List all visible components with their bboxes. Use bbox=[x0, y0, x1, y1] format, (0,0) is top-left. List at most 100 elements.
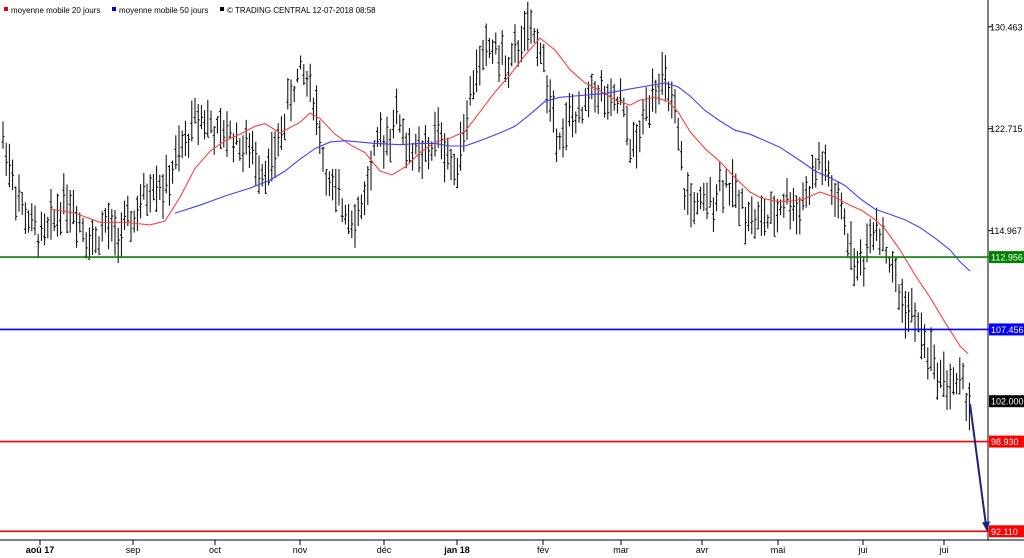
ohlc-bar bbox=[215, 116, 219, 134]
ohlc-bar bbox=[4, 142, 8, 176]
ohlc-bar bbox=[942, 351, 946, 398]
ohlc-bar bbox=[388, 128, 392, 163]
legend-label: © TRADING CENTRAL 12-07-2018 08:58 bbox=[227, 6, 376, 15]
ohlc-bar bbox=[891, 251, 895, 283]
ohlc-bar bbox=[551, 90, 555, 133]
ohlc-bar bbox=[446, 137, 450, 170]
ohlc-bar bbox=[273, 131, 277, 179]
ohlc-bar bbox=[711, 197, 715, 232]
ohlc-bar bbox=[100, 211, 104, 242]
ohlc-bar bbox=[231, 133, 235, 163]
ohlc-bar bbox=[484, 23, 488, 67]
ohlc-bar bbox=[686, 172, 690, 215]
ohlc-bar bbox=[478, 45, 482, 86]
ohlc-bar bbox=[894, 257, 898, 293]
ohlc-bar bbox=[955, 373, 959, 395]
ohlc-bar bbox=[379, 112, 383, 147]
ohlc-bar bbox=[779, 199, 783, 216]
ohlc-bar bbox=[139, 184, 143, 219]
ohlc-bar bbox=[11, 159, 15, 191]
ohlc-bar bbox=[404, 132, 408, 169]
ohlc-bar bbox=[731, 159, 735, 208]
ohlc-bar bbox=[683, 188, 687, 210]
ohlc-bar bbox=[785, 178, 789, 205]
ohlc-bar bbox=[87, 227, 91, 260]
ohlc-bar bbox=[612, 84, 616, 111]
ohlc-bar bbox=[167, 165, 171, 206]
ohlc-bar bbox=[55, 193, 59, 237]
projection-line bbox=[969, 403, 987, 526]
ohlc-bar bbox=[910, 287, 914, 323]
ohlc-bar bbox=[705, 182, 709, 220]
ohlc-bar bbox=[158, 174, 162, 200]
ohlc-bar bbox=[241, 135, 245, 173]
ohlc-bar bbox=[622, 97, 626, 118]
ohlc-bar bbox=[391, 109, 395, 139]
chart-frame bbox=[0, 0, 1024, 541]
ohlc-bar bbox=[148, 174, 152, 213]
legend-swatch bbox=[220, 7, 224, 11]
ohlc-bar bbox=[107, 202, 111, 250]
ohlc-bar bbox=[939, 359, 943, 388]
ohlc-bar bbox=[948, 363, 952, 410]
ohlc-bar bbox=[663, 55, 667, 102]
ohlc-bar bbox=[548, 79, 552, 122]
ohlc-bar bbox=[708, 176, 712, 208]
axes: 130.463 122.715 114.967 aoû 17 sep oct nov déc j… bbox=[26, 22, 1023, 555]
ohlc-bar bbox=[487, 38, 491, 59]
ohlc-bar bbox=[295, 68, 299, 83]
x-tick-label: jui bbox=[857, 545, 867, 555]
ohlc-bar bbox=[302, 64, 306, 86]
legend-swatch bbox=[4, 7, 8, 11]
ohlc-bar bbox=[135, 195, 139, 231]
ohlc-bar bbox=[801, 182, 805, 211]
ohlc-bar bbox=[283, 113, 287, 141]
ohlc-bar bbox=[855, 251, 859, 281]
ohlc-bar bbox=[692, 192, 696, 225]
ohlc-bar bbox=[555, 128, 559, 163]
ohlc-bar bbox=[299, 55, 303, 70]
ohlc-bar bbox=[727, 182, 731, 206]
ohlc-bar bbox=[321, 146, 325, 172]
ohlc-bar bbox=[535, 28, 539, 67]
ohlc-bar bbox=[27, 210, 31, 233]
ohlc-bar bbox=[500, 30, 504, 65]
level-label-box bbox=[989, 395, 1024, 408]
ohlc-bar bbox=[180, 130, 184, 159]
ohlc-bar bbox=[289, 79, 293, 122]
ohlc-bar bbox=[961, 363, 965, 390]
ohlc-bar bbox=[315, 85, 319, 136]
ohlc-bar bbox=[190, 100, 194, 142]
ohlc-bar bbox=[65, 184, 69, 234]
ohlc-bar bbox=[254, 141, 258, 186]
ohlc-bar bbox=[718, 161, 722, 192]
ohlc-bar bbox=[244, 119, 248, 155]
ohlc-bar bbox=[433, 111, 437, 157]
ohlc-bar bbox=[507, 57, 511, 89]
support-levels: 112.956 107.456 102.000 98.930 92.110 bbox=[0, 251, 1024, 538]
ohlc-bar bbox=[327, 171, 331, 197]
ohlc-bar bbox=[715, 184, 719, 212]
ohlc-bar bbox=[513, 24, 517, 63]
ohlc-bar bbox=[699, 186, 703, 210]
ohlc-bar bbox=[875, 207, 879, 241]
ohlc-bar bbox=[308, 63, 312, 102]
ohlc-bar bbox=[654, 79, 658, 114]
ohlc-bar bbox=[174, 135, 178, 170]
ohlc-bar bbox=[359, 194, 363, 220]
ohlc-bar bbox=[788, 192, 792, 230]
ohlc-bar bbox=[523, 10, 527, 52]
ohlc-bar bbox=[443, 133, 447, 183]
ohlc-bar bbox=[583, 88, 587, 112]
ohlc-bar bbox=[679, 141, 683, 171]
ohlc-bars bbox=[1, 1, 971, 431]
ohlc-bar bbox=[644, 87, 648, 122]
ohlc-bar bbox=[804, 176, 808, 208]
ohlc-bar bbox=[743, 206, 747, 245]
ohlc-bar bbox=[577, 91, 581, 123]
ohlc-bar bbox=[401, 118, 405, 144]
ohlc-bar bbox=[366, 165, 370, 206]
ohlc-bar bbox=[49, 188, 53, 240]
ohlc-bar bbox=[702, 182, 706, 212]
